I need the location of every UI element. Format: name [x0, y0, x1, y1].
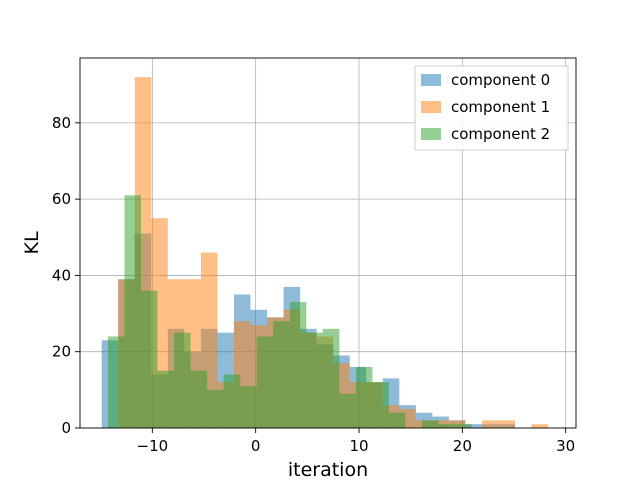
x-tick-label: 0 — [251, 437, 261, 455]
histogram-bar — [289, 302, 307, 428]
legend-swatch — [421, 101, 441, 113]
histogram-bar — [140, 290, 158, 428]
y-tick-label: 0 — [61, 419, 71, 437]
x-axis-ticks: −10 0 10 20 30 — [137, 428, 575, 455]
y-tick-label: 20 — [52, 343, 71, 361]
x-tick-label: 30 — [556, 437, 575, 455]
histogram-bar — [124, 195, 141, 428]
histogram-bar — [174, 332, 191, 428]
y-axis-label: KL — [21, 231, 43, 254]
histogram-bar — [498, 420, 516, 428]
histogram-bar — [432, 420, 449, 428]
histogram-bar — [306, 332, 323, 428]
histogram-bar — [190, 370, 208, 428]
histogram-bars — [101, 77, 549, 428]
series-2-bars — [107, 195, 472, 428]
plot-frame — [79, 57, 577, 429]
histogram-bar — [207, 389, 224, 428]
histogram-bar — [422, 420, 439, 428]
legend-label: component 2 — [451, 125, 550, 143]
legend-swatch — [421, 74, 441, 86]
histogram-bar — [455, 424, 472, 428]
y-tick-label: 80 — [52, 114, 71, 132]
legend-label: component 0 — [451, 71, 550, 89]
x-tick-label: −10 — [137, 437, 169, 455]
histogram-bar — [448, 420, 466, 428]
legend-label: component 1 — [451, 98, 550, 116]
y-tick-label: 40 — [52, 266, 71, 284]
histogram-bar — [465, 424, 482, 428]
legend-swatch — [421, 128, 441, 140]
histogram-bar — [256, 336, 274, 428]
histogram-bar — [438, 424, 456, 428]
x-tick-label: 20 — [453, 437, 472, 455]
x-axis-label: iteration — [288, 459, 368, 480]
histogram-bar — [388, 412, 406, 428]
histogram-bar — [107, 336, 125, 428]
x-tick-label: 10 — [349, 437, 368, 455]
histogram-bar — [157, 370, 175, 428]
histogram-bar — [322, 328, 340, 428]
histogram-bar — [339, 393, 356, 428]
y-tick-label: 60 — [52, 190, 71, 208]
histogram-bar — [355, 366, 373, 428]
histogram-bar — [531, 424, 549, 428]
legend: component 0 component 1 component 2 — [414, 65, 569, 151]
histogram-bar — [240, 386, 257, 428]
histogram-bar — [273, 321, 290, 428]
y-axis-ticks: 0 20 40 60 80 — [52, 114, 80, 437]
histogram-bar — [481, 420, 499, 428]
histogram-bar — [223, 374, 241, 428]
histogram-bar — [372, 382, 389, 428]
